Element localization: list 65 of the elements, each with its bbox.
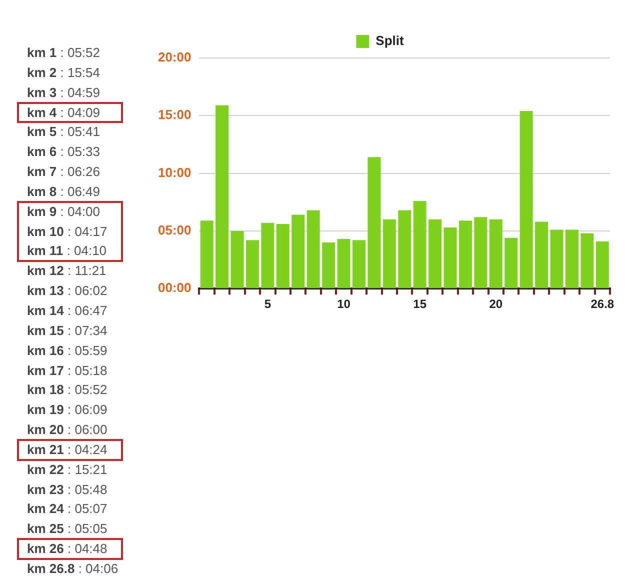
bar [489,219,502,288]
text: km 14 : 06:47 [27,302,108,320]
bar [216,105,229,288]
text: km 19 : 06:09 [27,401,108,420]
text: km 11 : 04:10 [27,242,108,260]
bar [444,227,457,288]
bar [474,217,488,288]
text: km 20 : 06:00 [27,421,108,440]
bar [292,214,305,288]
bar [520,111,533,288]
y-tick-label: 20:00 [158,50,192,65]
y-tick-label: 00:00 [158,280,192,296]
x-tick-label: 26.8 [590,297,614,312]
bar [230,230,244,288]
x-tick-label: 20 [489,297,503,312]
text: km 13 : 06:02 [27,282,108,300]
bar [337,239,350,288]
text: km 26.8 : 04:06 [27,560,118,578]
bar [504,238,518,288]
bar [535,222,548,288]
bar [322,242,336,288]
bar [398,210,412,288]
text: km 6 : 05:33 [27,143,102,162]
text: km 24 : 05:07 [27,500,108,518]
bar [382,219,396,288]
bar [306,210,320,288]
bar [352,240,366,288]
text: km 16 : 05:59 [27,342,108,360]
text: km 26 : 04:48 [27,540,108,558]
text: km 22 : 15:21 [27,460,108,479]
text: km 1 : 05:52 [27,44,102,62]
text: km 15 : 07:34 [27,322,108,340]
legend-label: Split [376,33,405,48]
bar [596,241,609,288]
bar [565,230,578,288]
bar [580,233,594,288]
bar [200,220,214,288]
bar [428,219,442,288]
text: km 17 : 05:18 [27,362,108,380]
text: km 9 : 04:00 [27,202,102,221]
text: km 12 : 11:21 [27,262,108,280]
text: km 3 : 04:59 [27,84,102,102]
text: km 18 : 05:52 [27,381,108,400]
bar [246,240,259,288]
bar [458,220,472,288]
text: km 10 : 04:17 [27,222,108,241]
text: km 4 : 04:09 [27,104,102,122]
y-tick-label: 10:00 [158,164,192,180]
x-tick-label: 10 [337,297,351,312]
text: km 21 : 04:24 [27,440,108,459]
text: km 2 : 15:54 [27,64,102,82]
y-tick-label: 15:00 [158,107,192,122]
x-tick-label: 5 [264,297,272,312]
y-tick-label: 05:00 [158,222,192,238]
text: km 5 : 05:41 [27,123,102,142]
text: km 25 : 05:05 [27,520,108,538]
x-tick-label: 15 [413,297,427,312]
text: km 8 : 06:49 [27,182,102,201]
bar [550,230,564,288]
bar [413,200,426,288]
text: km 23 : 05:48 [27,480,108,499]
text: km 7 : 06:26 [27,163,102,182]
bar [368,157,381,288]
bar [261,222,274,288]
bar [276,224,290,288]
